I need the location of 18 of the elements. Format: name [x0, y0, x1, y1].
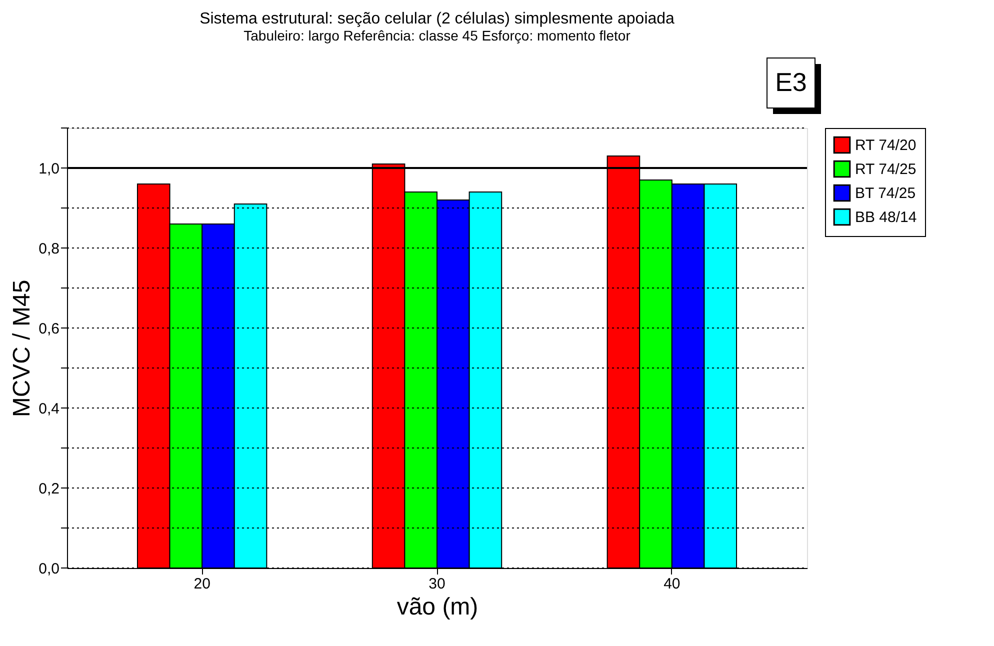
y-tick-label: 0,2	[38, 480, 60, 498]
chart-subtitle: Tabuleiro: largo Referência: classe 45 Esforço: momento fletor	[244, 28, 631, 44]
x-tick-label: 20	[194, 576, 210, 592]
legend-label: RT 74/25	[855, 161, 916, 178]
y-tick-label: 0,6	[38, 320, 60, 338]
y-tick-label: 0,0	[38, 560, 60, 578]
legend-label: RT 74/20	[855, 137, 916, 154]
x-axis-title: vão (m)	[396, 594, 478, 620]
y-tick-label: 0,8	[38, 240, 60, 258]
chart-title: Sistema estrutural: seção celular (2 células) simplesmente apoiada	[200, 10, 675, 28]
y-tick-label: 0,4	[38, 400, 60, 418]
y-axis-title: MCVC / M45	[8, 280, 36, 418]
text: E3	[775, 67, 807, 97]
legend-label: BT 74/25	[855, 185, 916, 202]
legend-label: BB 48/14	[855, 209, 917, 226]
x-tick-label: 40	[664, 576, 680, 592]
x-tick-label: 30	[428, 576, 446, 592]
y-tick-label: 1,0	[38, 160, 60, 178]
